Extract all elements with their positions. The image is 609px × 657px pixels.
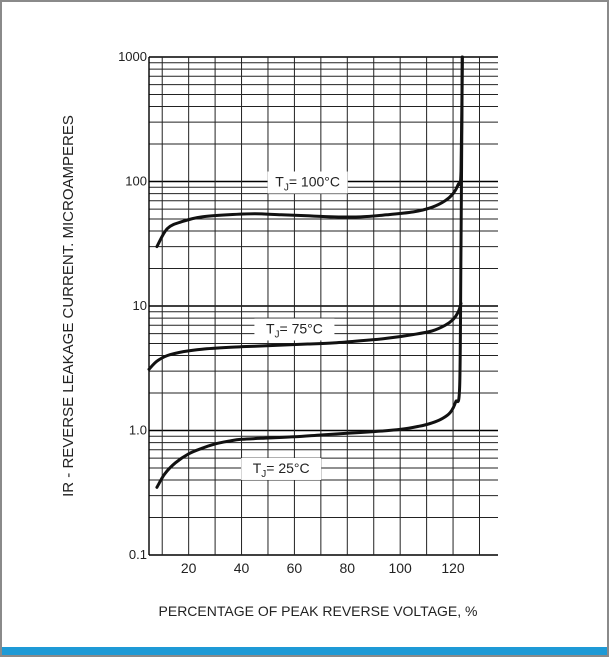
series-label-0: TJ= 100°C: [267, 171, 348, 194]
x-tick-label: 120: [441, 560, 465, 576]
y-axis-label: IR - REVERSE LEAKAGE CURRENT. MICROAMPER…: [60, 115, 77, 497]
series-line-1: [147, 301, 463, 371]
chart-svg: 20 40 60 80 100 120 0.1 1.0 10 100 1000 TJ= 100°C…: [60, 49, 498, 619]
x-tick-label: 60: [287, 560, 303, 576]
accent-bar: [2, 647, 607, 655]
series-label-text: TJ= 100°C: [275, 174, 340, 194]
series-label-bg: [241, 457, 322, 480]
x-tick-label: 100: [388, 560, 412, 576]
x-tick-label: 40: [234, 560, 250, 576]
x-axis-ticks: 20 40 60 80 100 120: [181, 560, 465, 576]
x-tick-label: 20: [181, 560, 197, 576]
y-tick-label: 0.1: [129, 547, 147, 562]
series-line-0: [155, 55, 464, 249]
x-axis-label: PERCENTAGE OF PEAK REVERSE VOLTAGE, %: [159, 603, 478, 619]
y-tick-label: 1.0: [129, 423, 147, 438]
series-line-2: [155, 55, 464, 489]
y-tick-label: 1000: [118, 49, 147, 64]
series-label-bg: [254, 318, 335, 341]
y-tick-label: 100: [125, 174, 147, 189]
y-axis-ticks: 0.1 1.0 10 100 1000: [118, 49, 147, 562]
series-group: [147, 55, 464, 489]
series-label-bg: [267, 171, 348, 194]
series-label-text: TJ= 25°C: [253, 460, 310, 480]
series-label-text: TJ= 75°C: [266, 320, 323, 340]
y-tick-label: 10: [133, 298, 147, 313]
x-tick-label: 80: [340, 560, 356, 576]
series-label-2: TJ= 25°C: [241, 457, 322, 480]
series-labels: TJ= 100°C TJ= 75°C TJ= 25°C: [241, 171, 348, 480]
series-label-1: TJ= 75°C: [254, 318, 335, 341]
